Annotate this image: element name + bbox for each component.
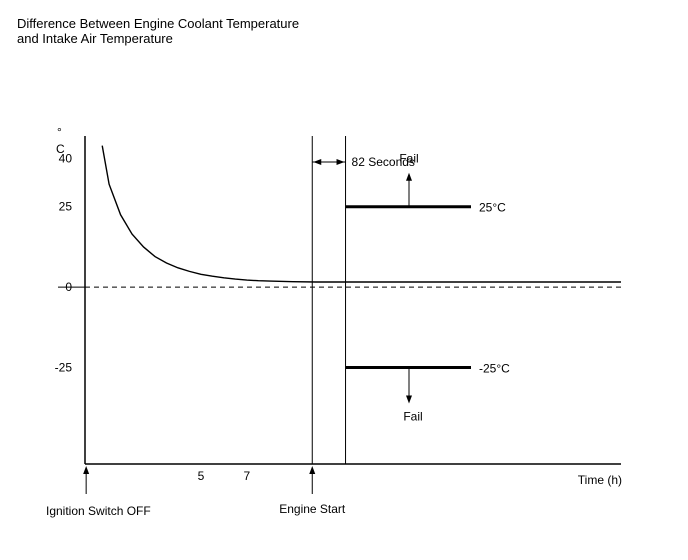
ignition-off-marker-arrow <box>83 466 90 474</box>
threshold-label-1: -25°C <box>479 362 510 376</box>
y-axis-degree-symbol: ° <box>57 125 62 139</box>
y-tick-label-1: 25 <box>59 200 73 214</box>
chart-title-line-2: and Intake Air Temperature <box>17 31 173 46</box>
temperature-difference-curve-0 <box>101 145 621 283</box>
interval-label: 82 Seconds <box>352 155 415 169</box>
ignition-off-label: Ignition Switch OFF <box>46 504 151 518</box>
y-axis-unit-label: C <box>56 142 65 156</box>
threshold-label-0: 25°C <box>479 201 506 215</box>
interval-arrow-left <box>313 159 322 165</box>
fail-arrow-head-1 <box>406 395 412 404</box>
fail-label-0: Fail <box>399 152 418 166</box>
fail-label-1: Fail <box>403 410 422 424</box>
y-tick-label-0: 40 <box>59 152 73 166</box>
fail-arrow-head-0 <box>406 172 412 181</box>
x-axis-label: Time (h) <box>578 473 622 487</box>
x-tick-label-0: 5 <box>198 469 205 483</box>
x-tick-label-1: 7 <box>243 469 250 483</box>
engine-start-marker-arrow <box>309 466 316 474</box>
chart-title-line-1: Difference Between Engine Coolant Temper… <box>17 16 300 31</box>
engine-start-label: Engine Start <box>279 502 346 516</box>
y-tick-label-3: -25 <box>55 361 73 375</box>
interval-arrow-right <box>336 159 345 165</box>
